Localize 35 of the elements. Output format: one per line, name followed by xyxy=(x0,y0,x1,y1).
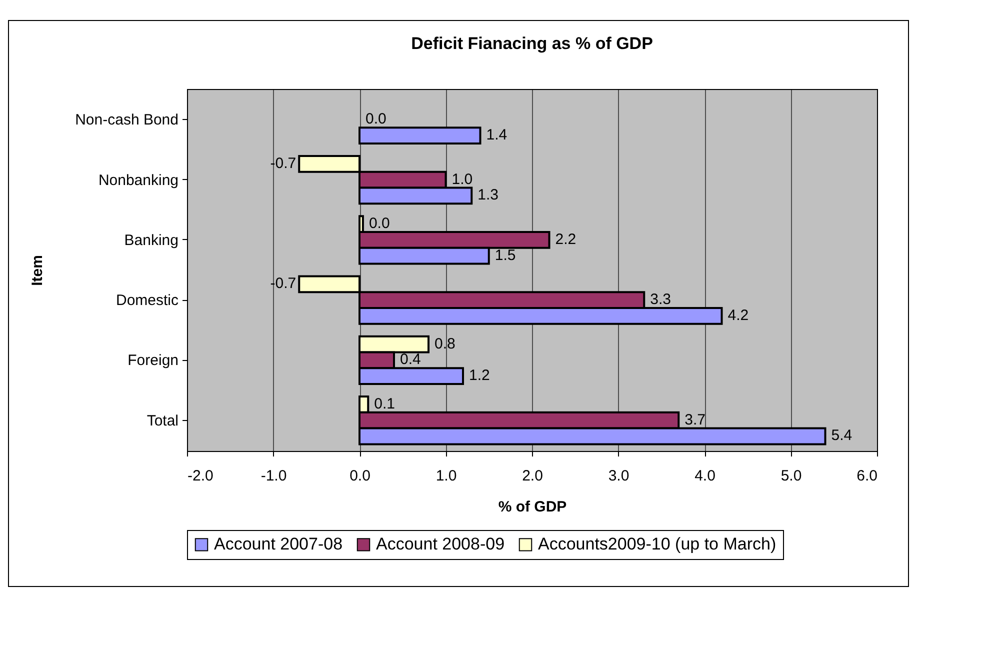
data-label: 0.0 xyxy=(366,110,386,128)
y-tick-label: Non-cash Bond xyxy=(75,112,178,129)
y-tick-label: Nonbanking xyxy=(98,172,178,189)
data-label: 2.2 xyxy=(555,230,576,248)
data-label: 3.3 xyxy=(650,291,671,308)
data-label: 1.3 xyxy=(478,186,498,204)
x-axis-title: % of GDP xyxy=(498,498,567,516)
y-tick-label: Foreign xyxy=(128,352,178,370)
data-label: 1.4 xyxy=(486,126,508,144)
data-label: 0.0 xyxy=(368,215,390,232)
x-tick-label: 1.0 xyxy=(436,468,457,484)
x-tick-label: 5.0 xyxy=(780,468,802,484)
x-tick-label: -2.0 xyxy=(188,468,214,484)
data-label: 1.2 xyxy=(469,367,490,384)
data-label: 0.4 xyxy=(400,351,421,368)
x-tick-label: -1.0 xyxy=(260,468,287,484)
data-label: 3.7 xyxy=(684,411,706,428)
legend-label: Account 2008-09 xyxy=(376,534,505,554)
data-label: 1.5 xyxy=(494,246,516,264)
y-axis-title: Item xyxy=(29,255,46,286)
y-tick-label: Domestic xyxy=(116,292,179,310)
y-tick-label: Total xyxy=(146,412,178,430)
chart-title: Deficit Fianacing as % of GDP xyxy=(411,34,653,53)
y-tick-label: Banking xyxy=(124,232,178,249)
x-tick-label: 2.0 xyxy=(522,468,543,484)
data-label: 0.1 xyxy=(374,395,395,412)
data-label: 4.2 xyxy=(728,306,749,324)
legend-label: Accounts2009-10 (up to March) xyxy=(538,534,776,554)
x-tick-label: 4.0 xyxy=(694,468,716,484)
x-tick-label: 3.0 xyxy=(608,468,630,484)
x-tick-label: 0.0 xyxy=(350,468,370,484)
x-tick-label: 6.0 xyxy=(856,468,878,484)
data-label: 5.4 xyxy=(831,427,852,444)
legend-label: Account 2007-08 xyxy=(214,534,343,554)
data-label: 1.0 xyxy=(452,170,473,188)
